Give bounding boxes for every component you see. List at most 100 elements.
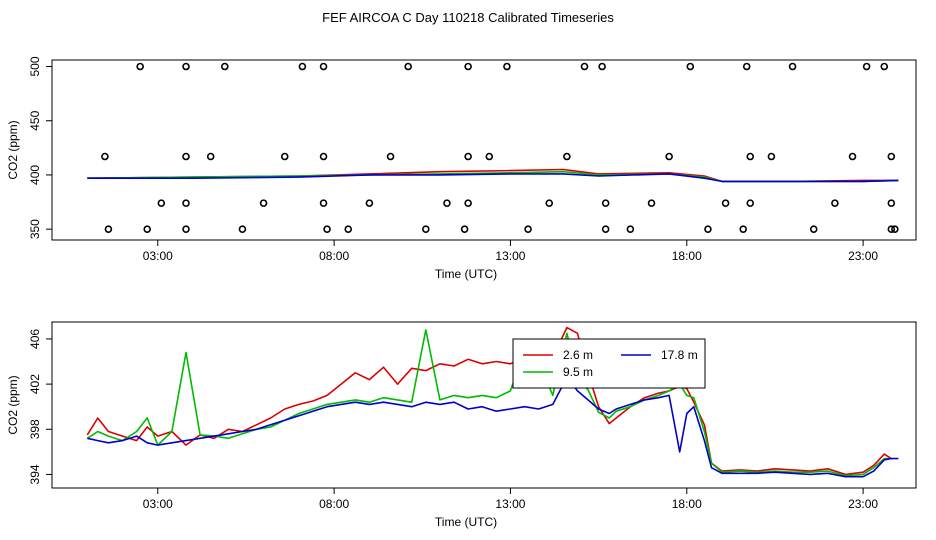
marker-point [598,62,606,71]
marker-point [319,199,328,207]
legend: 2.6 m 9.5 m 17.8 m [512,338,706,389]
marker-point [464,62,472,71]
y-axis-label: CO2 (ppm) [6,120,20,179]
marker-point [323,225,331,233]
series-line-2 [87,170,899,183]
y-tick-label: 350 [28,219,42,239]
x-tick-label: 18:00 [672,497,702,511]
marker-point [880,62,889,71]
legend-label: 2.6 m [563,348,593,362]
legend-box [512,338,706,389]
panel-1: 03:00 08:00 13:00 18:00 23:00 350 400 450 500 Tim… [6,56,917,281]
x-tick-label: 08:00 [319,249,349,263]
marker-point [280,152,289,161]
figure-title: FEF AIRCOA C Day 110218 Calibrated Times… [322,10,614,25]
marker-point [104,225,113,233]
marker-point [206,152,215,161]
marker-point [746,199,755,207]
panel-2: 03:00 08:00 13:00 18:00 23:00 394 398 402 406 Tim… [6,321,917,529]
plot-area [86,326,899,478]
marker-point [887,225,896,233]
y-tick-label: 394 [28,464,42,484]
y-tick-label: 402 [28,374,42,394]
marker-point [238,225,247,233]
marker-point [182,225,190,233]
marker-point [221,62,229,71]
x-tick-label: 23:00 [848,497,878,511]
x-axis-label: Time (UTC) [435,515,497,529]
marker-point [319,152,328,161]
marker-point [647,199,656,207]
marker-point [404,62,412,71]
y-tick-label: 450 [28,110,42,130]
marker-point [704,225,712,233]
series-line-1 [86,326,892,476]
marker-point [887,199,896,207]
marker-point [136,62,144,71]
marker-point [626,225,635,233]
y-tick-label: 406 [28,329,42,349]
marker-point [601,225,610,233]
marker-point [831,199,839,207]
legend-label: 17.8 m [661,348,698,362]
marker-point [862,62,871,71]
marker-point [485,152,494,161]
marker-point [101,152,109,161]
marker-point [891,225,899,233]
y-tick-label: 400 [28,165,42,185]
marker-point [767,152,776,161]
marker-point [742,62,751,71]
marker-point [443,199,451,207]
marker-point [182,62,190,71]
marker-point [788,62,797,71]
y-tick-label: 398 [28,419,42,439]
marker-point [545,199,554,207]
x-tick-label: 23:00 [848,249,878,263]
marker-point [157,199,166,207]
series-line-3 [87,173,899,183]
plot-frame [51,321,917,489]
marker-point [848,152,857,161]
marker-point [464,199,472,207]
x-axis-label: Time (UTC) [435,267,497,281]
marker-point [182,152,190,161]
marker-point [319,62,328,71]
x-tick-label: 03:00 [143,497,173,511]
marker-point [524,225,532,233]
x-tick-label: 13:00 [495,249,525,263]
x-tick-label: 13:00 [495,497,525,511]
plot-area [87,62,899,233]
marker-point [460,225,469,233]
marker-point [809,225,818,233]
marker-point [580,62,589,71]
marker-point [143,225,152,233]
x-tick-label: 03:00 [143,249,173,263]
marker-point [298,62,307,71]
marker-point [422,225,430,233]
series-line-3 [87,376,899,478]
marker-point [386,152,395,161]
marker-point [259,199,268,207]
marker-point [686,62,695,71]
marker-point [739,225,748,233]
series-line-1 [87,168,899,183]
marker-point [365,199,374,207]
marker-point [665,152,673,161]
y-axis-label: CO2 (ppm) [6,375,20,434]
marker-point [464,152,472,161]
marker-point [887,152,896,161]
y-tick-label: 500 [28,56,42,76]
marker-point [344,225,353,233]
legend-label: 9.5 m [563,365,593,379]
marker-point [563,152,571,161]
series-line-2 [86,329,892,477]
marker-point [721,199,730,207]
marker-point [503,62,511,71]
marker-point [601,199,610,207]
x-tick-label: 08:00 [319,497,349,511]
plot-frame [51,59,917,241]
marker-point [746,152,755,161]
x-tick-label: 18:00 [672,249,702,263]
marker-point [182,199,190,207]
